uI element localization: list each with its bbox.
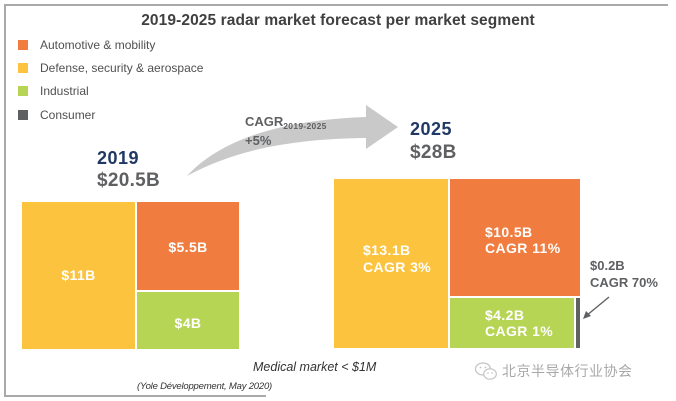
year-2025-label: 2025	[410, 119, 453, 139]
block-cagr-label: CAGR 1%	[485, 323, 554, 339]
frame-bottom-border	[4, 395, 266, 397]
medical-market-note: Medical market < $1M	[253, 360, 377, 374]
wechat-icon	[474, 362, 497, 380]
legend-item-defense: Defense, security & aerospace	[18, 59, 258, 77]
total-2019-label: $20.5B	[97, 170, 161, 191]
consumer-callout: $0.2B CAGR 70%	[590, 257, 658, 291]
consumer-callout-arrow-icon	[583, 296, 610, 319]
consumer-callout-value: $0.2B	[590, 258, 625, 273]
legend-label: Consumer	[40, 108, 96, 122]
block-cagr-label: CAGR 11%	[485, 240, 561, 256]
legend-item-automotive: Automotive & mobility	[18, 36, 258, 54]
legend-swatch-defense	[18, 63, 28, 73]
block-2019-automotive: $5.5B	[137, 202, 239, 290]
block-2019-industrial: $4B	[137, 292, 239, 349]
legend-item-consumer: Consumer	[18, 106, 258, 124]
source-note: (Yole Développement, May 2020)	[137, 381, 272, 392]
frame-top-border	[4, 4, 668, 6]
block-value-label: $5.5B	[168, 239, 208, 255]
cagr-text: CAGR	[245, 114, 284, 129]
block-value-label: $4B	[174, 315, 202, 331]
legend-swatch-automotive	[18, 40, 28, 50]
cagr-label: CAGR2019-2025	[245, 114, 327, 131]
watermark: 北京半导体行业协会	[474, 360, 633, 382]
cagr-value: +5%	[245, 133, 272, 148]
block-value-label: $13.1B	[363, 242, 411, 258]
growth-arrow-icon	[187, 105, 398, 176]
legend-swatch-consumer	[18, 110, 28, 120]
legend-label: Defense, security & aerospace	[40, 61, 204, 75]
chart-title: 2019-2025 radar market forecast per mark…	[141, 12, 535, 29]
block-cagr-label: CAGR 3%	[363, 259, 432, 275]
block-2025-defense: $13.1B CAGR 3%	[334, 179, 448, 348]
block-2025-industrial: $4.2B CAGR 1%	[450, 298, 574, 348]
block-value-label: $11B	[61, 267, 96, 283]
block-value-label: $4.2B	[485, 307, 525, 323]
legend-label: Industrial	[40, 84, 89, 98]
watermark-text: 北京半导体行业协会	[502, 363, 633, 379]
legend-item-industrial: Industrial	[18, 82, 258, 100]
block-2025-consumer	[576, 298, 580, 348]
total-2025-label: $28B	[410, 142, 457, 163]
legend-swatch-industrial	[18, 86, 28, 96]
consumer-callout-cagr: CAGR 70%	[590, 275, 658, 290]
year-2019-label: 2019	[97, 148, 140, 168]
cagr-period: 2019-2025	[283, 121, 327, 131]
block-value-label: $10.5B	[485, 224, 533, 240]
frame-left-border	[4, 4, 6, 397]
legend-label: Automotive & mobility	[40, 38, 156, 52]
block-2025-automotive: $10.5B CAGR 11%	[450, 179, 580, 296]
block-2019-defense: $11B	[22, 202, 135, 349]
